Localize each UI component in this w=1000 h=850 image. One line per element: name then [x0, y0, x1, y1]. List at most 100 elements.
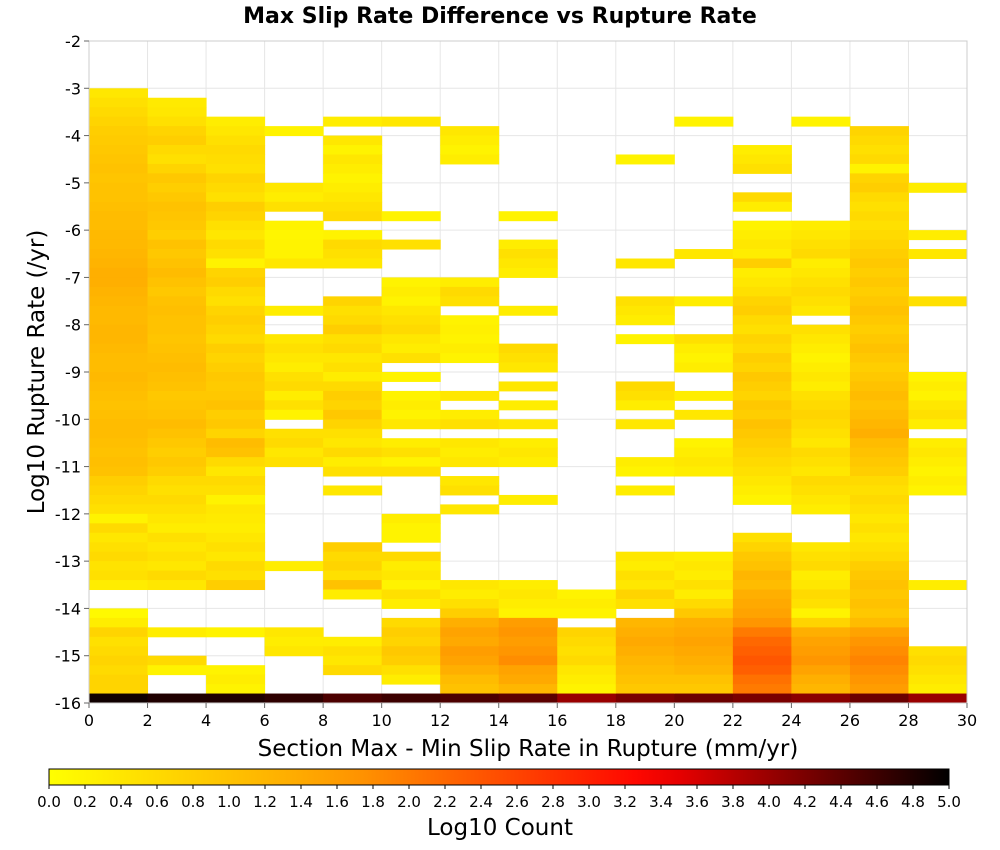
- heatmap-cell: [323, 400, 383, 411]
- heatmap-cell: [147, 116, 207, 127]
- heatmap-cell: [849, 627, 909, 638]
- heatmap-cell: [498, 598, 558, 609]
- heatmap-cell: [147, 561, 207, 572]
- heatmap-cell: [147, 457, 207, 468]
- x-tick-label: 2: [142, 711, 152, 730]
- heatmap-cell: [849, 409, 909, 420]
- heatmap-cell: [615, 296, 675, 307]
- heatmap-cell: [440, 655, 500, 666]
- heatmap-cell: [440, 145, 500, 155]
- heatmap-cell: [674, 390, 734, 401]
- heatmap-cell: [791, 476, 851, 486]
- heatmap-cell: [147, 419, 207, 430]
- heatmap-cell: [791, 305, 851, 316]
- y-tick-label: -14: [55, 599, 81, 618]
- heatmap-cell: [323, 665, 383, 676]
- heatmap-cell: [89, 182, 149, 193]
- heatmap-cell: [732, 438, 792, 449]
- heatmap-cell: [440, 277, 500, 288]
- heatmap-cell: [89, 466, 149, 477]
- heatmap-cell: [264, 220, 324, 231]
- heatmap-cell: [615, 589, 675, 600]
- heatmap-cell: [849, 438, 909, 449]
- heatmap-cell: [323, 419, 383, 430]
- heatmap-cell: [615, 570, 675, 581]
- heatmap-cell: [381, 286, 441, 297]
- heatmap-cell: [147, 182, 207, 193]
- colorbar-tick-label: 4.0: [757, 793, 781, 811]
- heatmap-cell: [732, 561, 792, 572]
- heatmap-cell: [849, 428, 909, 439]
- heatmap-cell: [147, 230, 207, 241]
- heatmap-cell: [791, 627, 851, 638]
- heatmap-cell: [849, 305, 909, 316]
- heatmap-cell: [615, 684, 675, 695]
- heatmap-cell: [615, 154, 675, 165]
- heatmap-cell: [323, 409, 383, 420]
- heatmap-cell: [381, 523, 441, 534]
- heatmap-cell: [323, 362, 383, 373]
- heatmap-cell: [674, 561, 734, 572]
- heatmap-cell: [323, 173, 383, 184]
- heatmap-cell: [440, 353, 500, 364]
- heatmap-cell: [206, 476, 266, 486]
- colorbar: [48, 768, 950, 786]
- heatmap-cell: [791, 296, 851, 307]
- heatmap-cell: [440, 126, 500, 137]
- heatmap-cell: [323, 211, 383, 222]
- heatmap-cell: [849, 239, 909, 250]
- heatmap-cell: [381, 409, 441, 420]
- heatmap-cell: [147, 390, 207, 401]
- heatmap-cell: [323, 353, 383, 364]
- heatmap-cell: [557, 598, 617, 609]
- heatmap-cell: [206, 551, 266, 562]
- heatmap-cell: [615, 598, 675, 609]
- heatmap-cell: [89, 163, 149, 174]
- heatmap-cell: [849, 542, 909, 553]
- heatmap-cell: [732, 580, 792, 591]
- colorbar-tick-label: 3.2: [613, 793, 637, 811]
- heatmap-cell: [849, 523, 909, 534]
- heatmap-cell: [89, 513, 149, 524]
- heatmap-cell: [849, 561, 909, 572]
- heatmap-cell: [206, 372, 266, 382]
- heatmap-cell: [147, 201, 207, 212]
- heatmap-cell: [849, 400, 909, 411]
- heatmap-cell: [440, 665, 500, 676]
- heatmap-cell: [498, 258, 558, 269]
- heatmap-cell: [264, 239, 324, 250]
- heatmap-cell: [674, 693, 734, 704]
- heatmap-cell: [89, 201, 149, 212]
- heatmap-cell: [206, 428, 266, 439]
- heatmap-cell: [264, 693, 324, 704]
- heatmap-cell: [732, 239, 792, 250]
- heatmap-cell: [440, 608, 500, 619]
- heatmap-cell: [89, 551, 149, 562]
- heatmap-cell: [440, 617, 500, 628]
- heatmap-cell: [89, 627, 149, 638]
- heatmap-cell: [849, 674, 909, 685]
- heatmap-cell: [147, 145, 207, 155]
- heatmap-cell: [732, 353, 792, 364]
- colorbar-tick-label: 2.6: [505, 793, 529, 811]
- heatmap-cell: [89, 400, 149, 411]
- heatmap-cell: [206, 457, 266, 468]
- heatmap-cell: [498, 674, 558, 685]
- heatmap-cell: [264, 362, 324, 373]
- heatmap-cell: [206, 277, 266, 288]
- heatmap-cell: [440, 409, 500, 420]
- heatmap-cell: [89, 428, 149, 439]
- colorbar-tick-label: 1.4: [289, 793, 313, 811]
- heatmap-cell: [791, 636, 851, 647]
- heatmap-cell: [498, 693, 558, 704]
- heatmap-cell: [440, 419, 500, 430]
- heatmap-cell: [674, 362, 734, 373]
- heatmap-cell: [206, 201, 266, 212]
- heatmap-cell: [908, 390, 968, 401]
- heatmap-cell: [323, 334, 383, 345]
- heatmap-cell: [323, 636, 383, 647]
- heatmap-cell: [498, 400, 558, 411]
- heatmap-cell: [732, 655, 792, 666]
- heatmap-cell: [849, 182, 909, 193]
